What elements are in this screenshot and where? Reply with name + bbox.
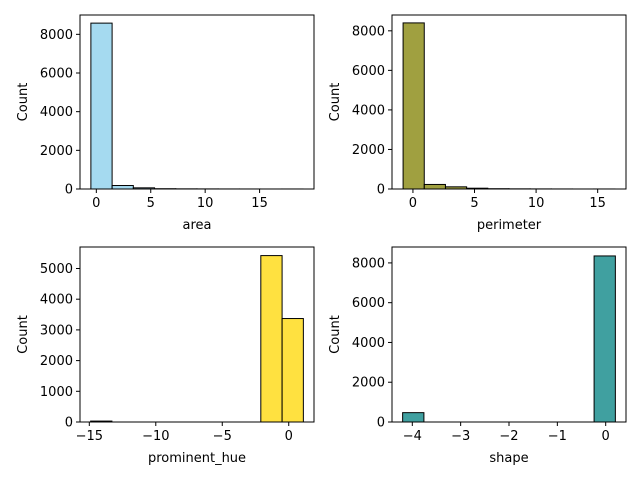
- y-tick-label: 0: [377, 416, 385, 431]
- y-tick-label: 2000: [40, 144, 73, 159]
- x-axis-label: area: [183, 218, 212, 233]
- y-tick-label: 0: [65, 183, 73, 198]
- histogram-bar: [593, 255, 616, 423]
- histogram-bar: [260, 255, 283, 423]
- x-tick-label: −15: [76, 429, 103, 444]
- x-tick-label: 0: [92, 196, 100, 211]
- x-tick-label: −4: [403, 429, 422, 444]
- y-tick-label: 1000: [40, 385, 73, 400]
- x-tick-label: −3: [451, 429, 470, 444]
- y-tick-label: 4000: [40, 293, 73, 308]
- x-tick-label: 15: [251, 196, 268, 211]
- y-axis-label: Count: [328, 315, 343, 354]
- y-tick-label: 3000: [40, 323, 73, 338]
- x-tick-label: −1: [548, 429, 567, 444]
- y-tick-label: 8000: [352, 24, 385, 39]
- x-tick-label: −5: [213, 429, 232, 444]
- y-tick-label: 8000: [40, 28, 73, 43]
- axes-frame: [79, 14, 315, 190]
- y-axis-label: Count: [16, 315, 31, 354]
- x-tick-label: 0: [285, 429, 293, 444]
- subplot-area: 0 5 10 15 0 2000 4000 6000 8000 area Count: [16, 14, 315, 233]
- y-tick-label: 2000: [352, 143, 385, 158]
- x-tick-label: 0: [409, 196, 417, 211]
- x-axis-label: shape: [489, 451, 528, 466]
- x-tick-label: 0: [602, 429, 610, 444]
- y-tick-label: 0: [377, 183, 385, 198]
- x-axis-label: prominent_hue: [148, 451, 246, 466]
- axes-frame: [391, 14, 627, 190]
- x-tick-label: 15: [589, 196, 606, 211]
- x-axis-label: perimeter: [477, 218, 542, 233]
- x-tick-label: −2: [499, 429, 518, 444]
- x-tick-label: 5: [470, 196, 478, 211]
- histogram-bar: [111, 185, 134, 190]
- y-tick-label: 6000: [40, 67, 73, 82]
- y-tick-label: 0: [65, 416, 73, 431]
- y-tick-label: 4000: [352, 336, 385, 351]
- histogram-bar: [281, 318, 304, 423]
- y-tick-label: 2000: [40, 354, 73, 369]
- x-tick-label: 5: [147, 196, 155, 211]
- x-tick-label: 10: [197, 196, 214, 211]
- y-tick-label: 4000: [352, 103, 385, 118]
- histogram-bar: [423, 183, 446, 190]
- subplot-prominent-hue: −15 −10 −5 0 0 1000 2000 3000 4000 5000 prominent_…: [16, 246, 315, 466]
- y-tick-label: 8000: [352, 256, 385, 271]
- subplot-shape: −4 −3 −2 −1 0 0 2000 4000 6000 8000 shape Count: [328, 246, 627, 466]
- axes-frame: [391, 246, 627, 423]
- y-tick-label: 2000: [352, 376, 385, 391]
- y-tick-label: 4000: [40, 105, 73, 120]
- histogram-bar: [90, 22, 113, 190]
- x-tick-label: −10: [142, 429, 169, 444]
- y-tick-label: 5000: [40, 262, 73, 277]
- y-axis-label: Count: [16, 83, 31, 122]
- y-axis-label: Count: [328, 83, 343, 122]
- axes-frame: [79, 246, 315, 423]
- x-tick-label: 10: [528, 196, 545, 211]
- y-tick-label: 6000: [352, 296, 385, 311]
- histogram-bar: [402, 22, 425, 190]
- histogram-bar: [402, 412, 425, 423]
- subplot-perimeter: 0 5 10 15 0 2000 4000 6000 8000 perimeter Count: [328, 14, 627, 233]
- y-tick-label: 6000: [352, 64, 385, 79]
